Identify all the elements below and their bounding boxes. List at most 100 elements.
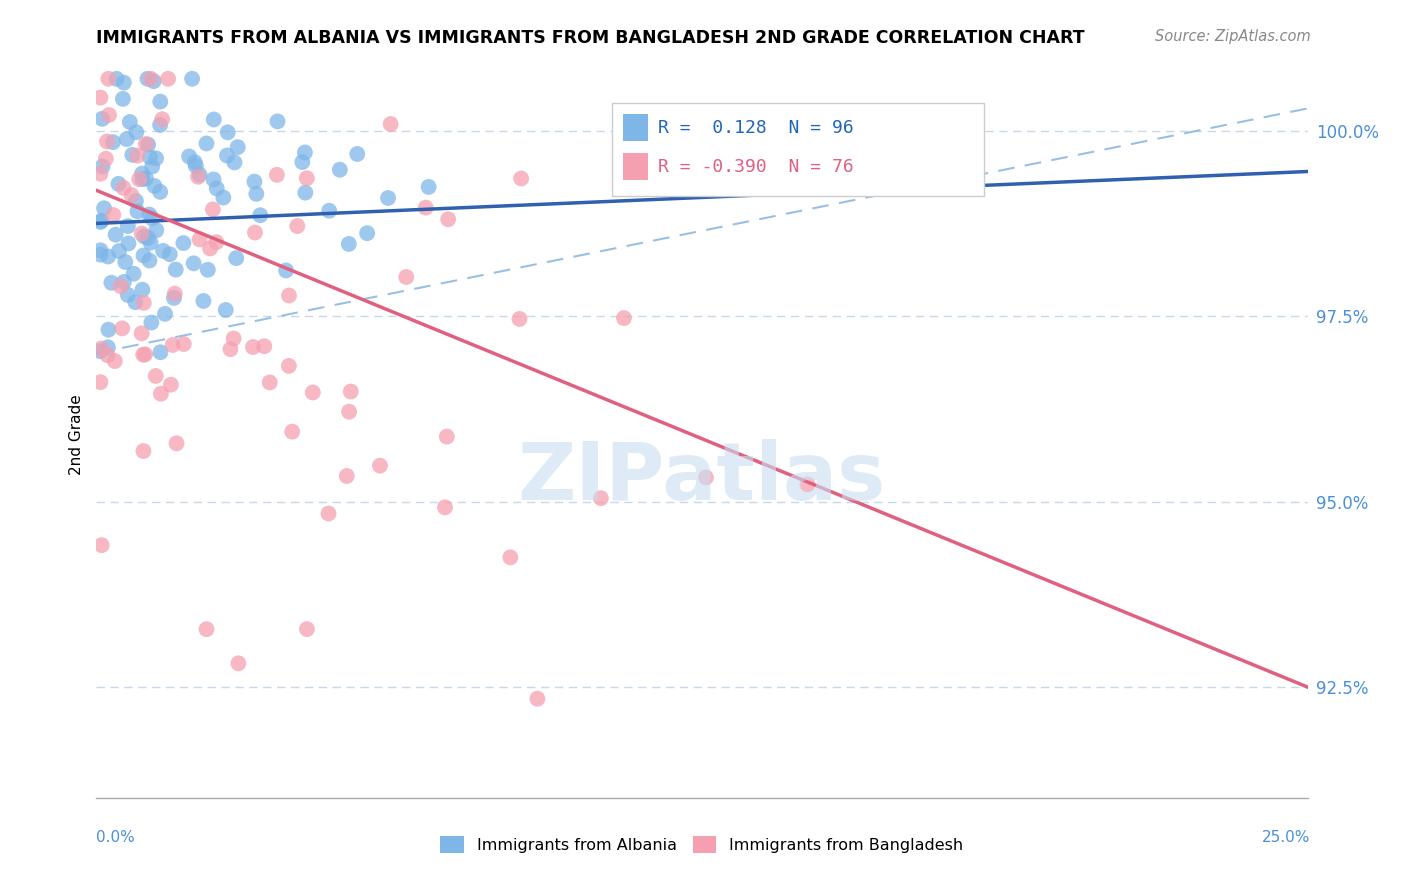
Point: [278, 288, 301, 302]
Point: [125, 194, 148, 208]
Point: [266, 168, 288, 182]
Point: [149, 185, 172, 199]
Point: [295, 622, 318, 636]
Point: [159, 247, 181, 261]
Point: [111, 321, 134, 335]
Point: [222, 332, 245, 346]
Point: [104, 227, 127, 242]
Point: [510, 171, 533, 186]
Point: [96, 348, 118, 362]
Point: [201, 202, 224, 217]
Point: [122, 267, 145, 281]
Point: [183, 256, 205, 270]
Point: [188, 232, 211, 246]
Point: [177, 149, 200, 163]
Point: [118, 115, 141, 129]
Point: [249, 208, 271, 222]
Point: [337, 405, 360, 419]
Point: [294, 186, 316, 200]
Point: [141, 316, 163, 330]
Point: [228, 657, 250, 671]
Point: [212, 190, 235, 204]
Point: [224, 155, 246, 169]
Text: ZIPatlas: ZIPatlas: [517, 440, 886, 517]
Point: [377, 191, 399, 205]
Point: [110, 279, 132, 293]
Point: [217, 125, 239, 139]
Point: [613, 311, 636, 326]
Point: [105, 71, 128, 86]
Point: [90, 342, 112, 356]
Point: [202, 172, 225, 186]
Point: [187, 169, 209, 184]
Point: [243, 175, 266, 189]
Point: [219, 342, 242, 356]
Point: [138, 207, 160, 221]
Point: [436, 429, 458, 443]
Point: [131, 326, 153, 341]
Point: [274, 263, 297, 277]
Point: [132, 296, 155, 310]
Point: [141, 160, 163, 174]
Point: [195, 622, 218, 636]
Point: [127, 149, 149, 163]
Point: [136, 71, 159, 86]
Point: [226, 140, 249, 154]
Point: [198, 242, 221, 256]
Point: [135, 136, 157, 151]
Point: [91, 112, 114, 126]
Point: [368, 458, 391, 473]
Point: [131, 167, 153, 181]
Point: [301, 385, 323, 400]
Point: [131, 227, 153, 241]
Point: [162, 338, 184, 352]
Point: [163, 286, 186, 301]
Point: [132, 248, 155, 262]
Point: [526, 691, 548, 706]
Point: [160, 377, 183, 392]
Point: [117, 236, 139, 251]
Point: [153, 307, 176, 321]
Point: [253, 339, 276, 353]
Point: [337, 236, 360, 251]
Point: [139, 71, 162, 86]
Point: [266, 114, 288, 128]
Point: [205, 235, 228, 250]
Point: [131, 172, 153, 186]
Point: [295, 171, 318, 186]
Point: [433, 500, 456, 515]
Text: Source: ZipAtlas.com: Source: ZipAtlas.com: [1154, 29, 1310, 44]
Point: [89, 167, 111, 181]
Point: [89, 90, 111, 104]
Point: [89, 244, 111, 258]
Point: [285, 219, 308, 233]
Point: [93, 201, 115, 215]
Y-axis label: 2nd Grade: 2nd Grade: [69, 394, 84, 475]
Point: [117, 288, 139, 302]
Point: [104, 354, 127, 368]
Point: [796, 477, 818, 491]
Point: [89, 344, 111, 359]
Point: [259, 376, 281, 390]
Point: [135, 171, 157, 186]
Point: [149, 95, 172, 109]
Point: [112, 181, 135, 195]
Point: [242, 340, 264, 354]
Point: [193, 293, 215, 308]
Point: [202, 112, 225, 127]
Point: [107, 177, 129, 191]
Text: R = -0.390  N = 76: R = -0.390 N = 76: [658, 158, 853, 176]
Point: [139, 235, 162, 250]
Point: [112, 76, 135, 90]
Point: [97, 340, 120, 354]
Point: [114, 255, 136, 269]
Point: [124, 295, 146, 310]
Point: [215, 148, 238, 162]
Point: [149, 118, 172, 132]
Point: [97, 71, 120, 86]
Point: [143, 178, 166, 193]
Point: [90, 538, 112, 552]
Point: [115, 132, 138, 146]
Point: [508, 312, 530, 326]
Point: [97, 323, 120, 337]
